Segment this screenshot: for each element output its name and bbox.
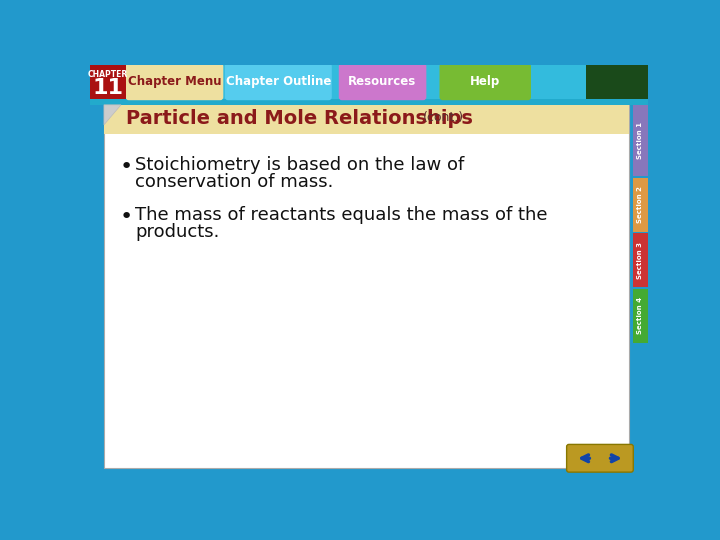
Bar xyxy=(586,65,648,99)
Text: Section 4: Section 4 xyxy=(637,297,643,334)
Text: Section 3: Section 3 xyxy=(637,242,643,279)
Text: (cont.): (cont.) xyxy=(423,111,464,124)
Text: Section 1: Section 1 xyxy=(637,122,643,159)
Bar xyxy=(104,105,629,468)
Bar xyxy=(90,99,648,105)
Text: The mass of reactants equals the mass of the: The mass of reactants equals the mass of… xyxy=(135,206,547,224)
Bar xyxy=(104,105,629,134)
Bar xyxy=(632,105,648,177)
Text: 11: 11 xyxy=(92,78,123,98)
Text: •: • xyxy=(120,157,132,177)
Text: Section 2: Section 2 xyxy=(637,186,643,224)
Bar xyxy=(632,233,648,287)
FancyBboxPatch shape xyxy=(126,63,223,100)
Text: conservation of mass.: conservation of mass. xyxy=(135,173,333,191)
Bar xyxy=(632,178,648,232)
Text: Help: Help xyxy=(470,75,500,88)
Text: products.: products. xyxy=(135,222,220,241)
Text: CHAPTER: CHAPTER xyxy=(88,70,128,79)
Text: •: • xyxy=(120,207,132,227)
Bar xyxy=(632,289,648,343)
FancyBboxPatch shape xyxy=(567,444,634,472)
FancyBboxPatch shape xyxy=(225,63,332,100)
Polygon shape xyxy=(104,105,121,125)
Text: Particle and Mole Relationships: Particle and Mole Relationships xyxy=(126,109,472,127)
Text: Chapter Menu: Chapter Menu xyxy=(127,75,221,88)
Text: Chapter Outline: Chapter Outline xyxy=(225,75,331,88)
FancyBboxPatch shape xyxy=(439,63,531,100)
FancyBboxPatch shape xyxy=(339,63,426,100)
Bar xyxy=(90,65,126,99)
Text: Resources: Resources xyxy=(348,75,416,88)
Text: Stoichiometry is based on the law of: Stoichiometry is based on the law of xyxy=(135,156,464,174)
Bar xyxy=(90,65,648,99)
